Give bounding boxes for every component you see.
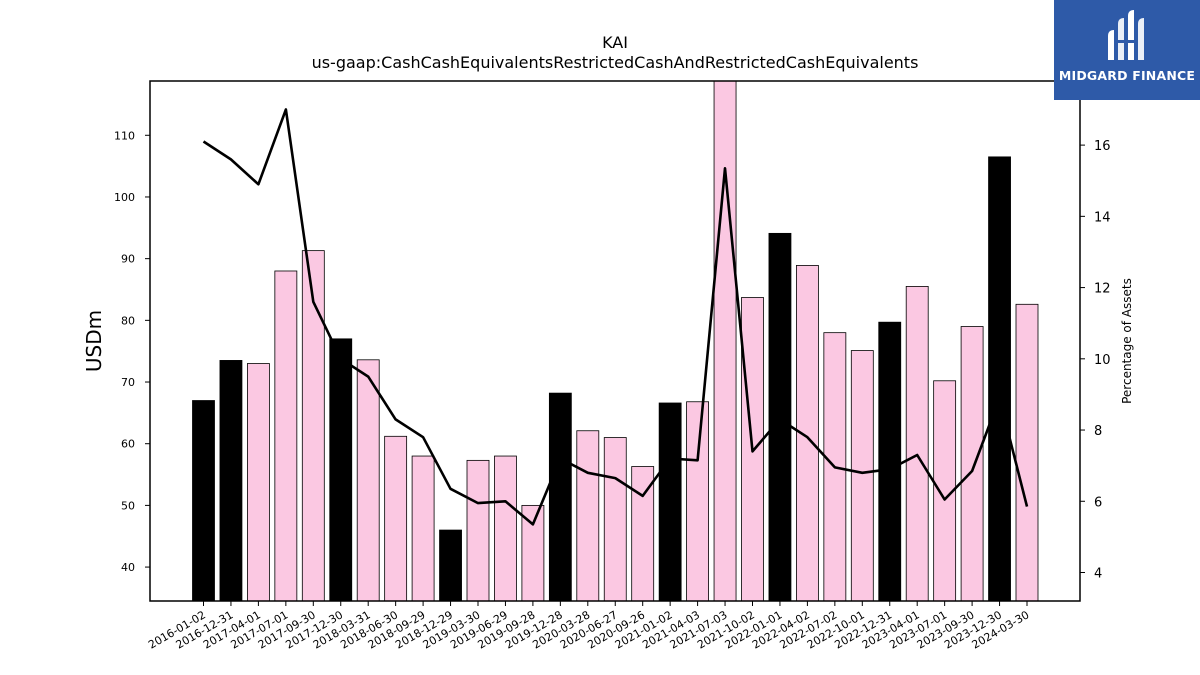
bar xyxy=(960,326,984,602)
y-tick-label: 90 xyxy=(121,253,135,266)
y2-tick-label: 6 xyxy=(1094,495,1102,510)
percentage-line xyxy=(202,108,1029,526)
logo-mark-icon xyxy=(1108,10,1144,60)
y2-tick-label: 12 xyxy=(1094,282,1111,297)
y2-tick-label: 14 xyxy=(1094,210,1111,225)
bar xyxy=(686,401,709,602)
bar xyxy=(658,402,682,602)
y-tick-label: 40 xyxy=(121,561,135,574)
bar xyxy=(850,350,874,602)
bar xyxy=(192,400,215,602)
y2-axis-label: Percentage of Assets xyxy=(1120,278,1134,404)
y-tick-label: 70 xyxy=(121,376,135,389)
y-tick-label: 100 xyxy=(114,191,135,204)
bar xyxy=(603,437,627,602)
y2-tick-label: 16 xyxy=(1094,139,1111,154)
y-axis-label: USDm xyxy=(82,310,106,372)
y-tick-label: 50 xyxy=(121,499,135,512)
bar xyxy=(219,360,243,602)
y2-tick-label: 4 xyxy=(1094,567,1102,582)
bar xyxy=(356,359,380,602)
y-axis-left: 40 50 60 70 80 90 100 110 xyxy=(114,129,150,574)
chart-subtitle: us-gaap:CashCashEquivalentsRestrictedCas… xyxy=(312,53,919,72)
logo-text: MIDGARD FINANCE xyxy=(1058,68,1196,83)
y-tick-label: 60 xyxy=(121,438,135,451)
bar xyxy=(246,363,270,602)
bar xyxy=(905,286,929,602)
y2-tick-label: 10 xyxy=(1094,353,1111,368)
bar xyxy=(576,430,600,602)
y-tick-label: 80 xyxy=(121,314,135,327)
y2-tick-label: 8 xyxy=(1094,424,1102,439)
bar xyxy=(384,435,408,602)
line-series-group xyxy=(202,108,1029,526)
midgard-finance-logo: MIDGARD FINANCE xyxy=(1054,0,1200,100)
bar xyxy=(713,80,737,602)
x-axis: 2016-01-022016-12-312017-04-012017-07-01… xyxy=(146,601,1032,652)
y-tick-label: 110 xyxy=(114,129,135,142)
bar xyxy=(768,232,792,602)
bar xyxy=(548,392,572,602)
bars-group xyxy=(192,80,1039,602)
bar xyxy=(274,270,298,602)
y-axis-right: 4 6 8 10 12 14 16 xyxy=(1080,139,1111,582)
bar xyxy=(1015,303,1039,602)
bar xyxy=(466,459,490,602)
bar xyxy=(521,504,545,602)
bar xyxy=(329,338,353,602)
bar xyxy=(494,455,517,602)
chart-title: KAI xyxy=(602,33,628,52)
bar xyxy=(988,156,1011,602)
bar xyxy=(411,455,435,602)
bar xyxy=(878,321,902,602)
bar xyxy=(439,529,462,602)
